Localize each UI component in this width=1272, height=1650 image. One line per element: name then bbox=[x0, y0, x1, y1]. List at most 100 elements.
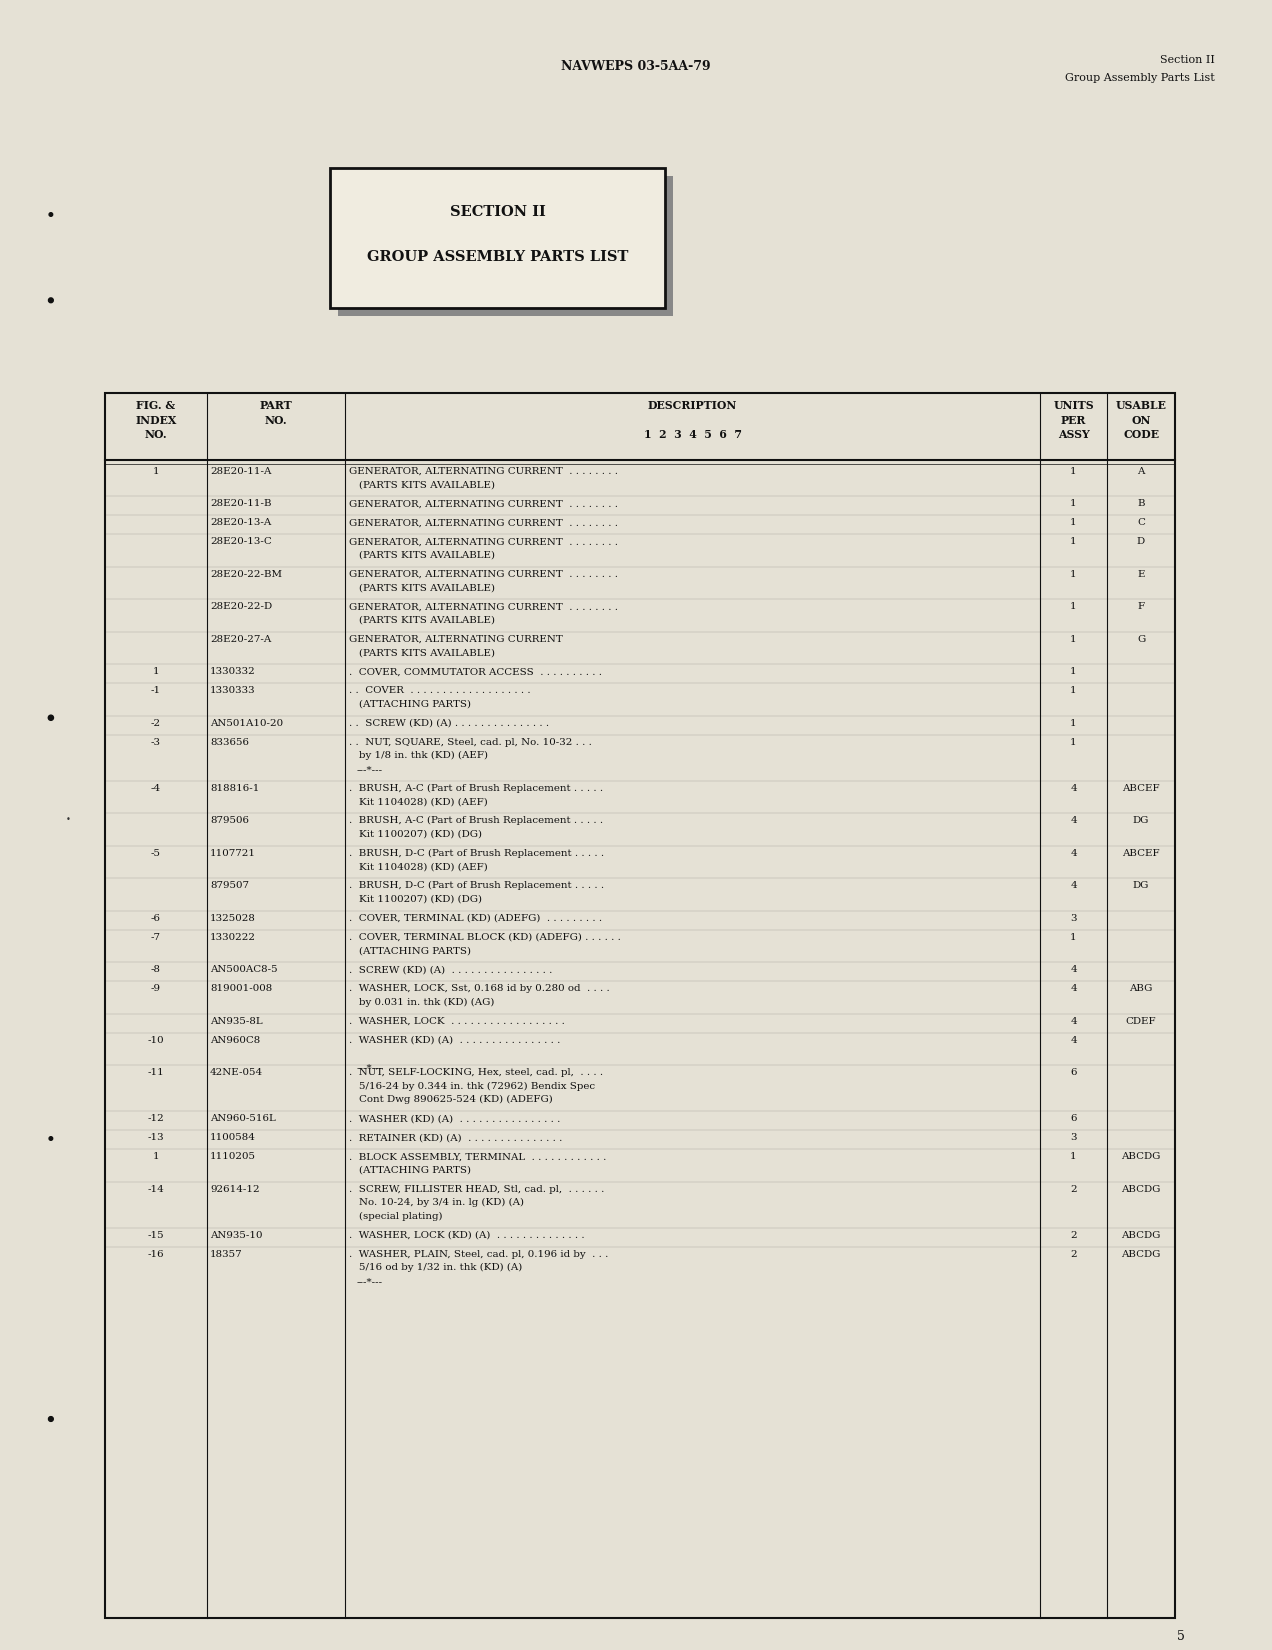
Text: AN960C8: AN960C8 bbox=[210, 1036, 261, 1044]
Text: G: G bbox=[1137, 635, 1145, 644]
Text: ---*---: ---*--- bbox=[357, 1063, 383, 1073]
Text: -1: -1 bbox=[151, 686, 162, 695]
Text: GENERATOR, ALTERNATING CURRENT  . . . . . . . .: GENERATOR, ALTERNATING CURRENT . . . . .… bbox=[349, 569, 618, 579]
Text: .  BRUSH, D-C (Part of Brush Replacement . . . . .: . BRUSH, D-C (Part of Brush Replacement … bbox=[349, 848, 604, 858]
Text: (PARTS KITS AVAILABLE): (PARTS KITS AVAILABLE) bbox=[359, 615, 495, 625]
Text: 6: 6 bbox=[1070, 1068, 1077, 1077]
Text: •: • bbox=[66, 815, 70, 825]
Text: 1: 1 bbox=[1070, 719, 1077, 728]
Text: DG: DG bbox=[1133, 817, 1149, 825]
Text: 3: 3 bbox=[1070, 1134, 1077, 1142]
Text: 1: 1 bbox=[1070, 518, 1077, 528]
Text: -7: -7 bbox=[151, 932, 162, 942]
Text: ABCEF: ABCEF bbox=[1122, 784, 1160, 792]
Text: -5: -5 bbox=[151, 848, 162, 858]
Text: 1: 1 bbox=[1070, 569, 1077, 579]
Text: 1330333: 1330333 bbox=[210, 686, 256, 695]
Text: ABCDG: ABCDG bbox=[1122, 1152, 1160, 1162]
Text: Kit 1100207) (KD) (DG): Kit 1100207) (KD) (DG) bbox=[359, 830, 482, 838]
Text: 1: 1 bbox=[1070, 1152, 1077, 1162]
Text: CDEF: CDEF bbox=[1126, 1016, 1156, 1026]
Text: .  WASHER, PLAIN, Steel, cad. pl, 0.196 id by  . . .: . WASHER, PLAIN, Steel, cad. pl, 0.196 i… bbox=[349, 1249, 608, 1259]
Text: 4: 4 bbox=[1070, 817, 1077, 825]
Text: -16: -16 bbox=[148, 1249, 164, 1259]
Text: (ATTACHING PARTS): (ATTACHING PARTS) bbox=[359, 700, 471, 710]
Text: -11: -11 bbox=[148, 1068, 164, 1077]
Text: AN501A10-20: AN501A10-20 bbox=[210, 719, 284, 728]
Text: Kit 1100207) (KD) (DG): Kit 1100207) (KD) (DG) bbox=[359, 894, 482, 904]
Text: DG: DG bbox=[1133, 881, 1149, 891]
Text: .  COVER, TERMINAL (KD) (ADEFG)  . . . . . . . . .: . COVER, TERMINAL (KD) (ADEFG) . . . . .… bbox=[349, 914, 602, 922]
Text: . .  SCREW (KD) (A) . . . . . . . . . . . . . . .: . . SCREW (KD) (A) . . . . . . . . . . .… bbox=[349, 719, 550, 728]
Circle shape bbox=[50, 213, 52, 216]
Bar bbox=[338, 177, 673, 317]
Text: ON: ON bbox=[1131, 414, 1151, 426]
Text: 3: 3 bbox=[1070, 914, 1077, 922]
Text: ABCDG: ABCDG bbox=[1122, 1249, 1160, 1259]
Text: GENERATOR, ALTERNATING CURRENT: GENERATOR, ALTERNATING CURRENT bbox=[349, 635, 562, 644]
Text: Kit 1104028) (KD) (AEF): Kit 1104028) (KD) (AEF) bbox=[359, 863, 487, 871]
Text: 1: 1 bbox=[153, 467, 159, 475]
Text: GENERATOR, ALTERNATING CURRENT  . . . . . . . .: GENERATOR, ALTERNATING CURRENT . . . . .… bbox=[349, 538, 618, 546]
Text: .  WASHER, LOCK (KD) (A)  . . . . . . . . . . . . . .: . WASHER, LOCK (KD) (A) . . . . . . . . … bbox=[349, 1231, 585, 1239]
Text: 1: 1 bbox=[153, 1152, 159, 1162]
Text: C: C bbox=[1137, 518, 1145, 528]
Text: 1: 1 bbox=[1070, 635, 1077, 644]
Text: .  WASHER, LOCK  . . . . . . . . . . . . . . . . . .: . WASHER, LOCK . . . . . . . . . . . . .… bbox=[349, 1016, 565, 1026]
Text: (PARTS KITS AVAILABLE): (PARTS KITS AVAILABLE) bbox=[359, 480, 495, 490]
Text: INDEX: INDEX bbox=[135, 414, 177, 426]
Text: -14: -14 bbox=[148, 1185, 164, 1193]
Text: GROUP ASSEMBLY PARTS LIST: GROUP ASSEMBLY PARTS LIST bbox=[366, 251, 628, 264]
Text: 833656: 833656 bbox=[210, 738, 249, 747]
Text: D: D bbox=[1137, 538, 1145, 546]
Text: ABCEF: ABCEF bbox=[1122, 848, 1160, 858]
Text: -6: -6 bbox=[151, 914, 162, 922]
Text: -12: -12 bbox=[148, 1114, 164, 1124]
Text: 1325028: 1325028 bbox=[210, 914, 256, 922]
Bar bbox=[329, 168, 665, 309]
Text: .  RETAINER (KD) (A)  . . . . . . . . . . . . . . .: . RETAINER (KD) (A) . . . . . . . . . . … bbox=[349, 1134, 562, 1142]
Text: .  NUT, SELF-LOCKING, Hex, steel, cad. pl,  . . . .: . NUT, SELF-LOCKING, Hex, steel, cad. pl… bbox=[349, 1068, 603, 1077]
Text: 1  2  3  4  5  6  7: 1 2 3 4 5 6 7 bbox=[644, 429, 742, 441]
Text: Kit 1104028) (KD) (AEF): Kit 1104028) (KD) (AEF) bbox=[359, 797, 487, 807]
Text: AN960-516L: AN960-516L bbox=[210, 1114, 276, 1124]
Text: B: B bbox=[1137, 500, 1145, 508]
Text: 879507: 879507 bbox=[210, 881, 249, 891]
Circle shape bbox=[48, 714, 53, 721]
Text: -2: -2 bbox=[151, 719, 162, 728]
Text: 1: 1 bbox=[1070, 500, 1077, 508]
Text: 1: 1 bbox=[1070, 602, 1077, 610]
Text: -9: -9 bbox=[151, 985, 162, 993]
Text: 5/16-24 by 0.344 in. thk (72962) Bendix Spec: 5/16-24 by 0.344 in. thk (72962) Bendix … bbox=[359, 1082, 595, 1091]
Text: 18357: 18357 bbox=[210, 1249, 243, 1259]
Text: 1: 1 bbox=[153, 667, 159, 676]
Text: 1: 1 bbox=[1070, 686, 1077, 695]
Circle shape bbox=[50, 1137, 52, 1140]
Text: 6: 6 bbox=[1070, 1114, 1077, 1124]
Text: 28E20-27-A: 28E20-27-A bbox=[210, 635, 271, 644]
Text: SECTION II: SECTION II bbox=[449, 205, 546, 219]
Text: 879506: 879506 bbox=[210, 817, 249, 825]
Text: (ATTACHING PARTS): (ATTACHING PARTS) bbox=[359, 1167, 471, 1175]
Text: 4: 4 bbox=[1070, 881, 1077, 891]
Text: -8: -8 bbox=[151, 965, 162, 973]
Text: 4: 4 bbox=[1070, 848, 1077, 858]
Text: (PARTS KITS AVAILABLE): (PARTS KITS AVAILABLE) bbox=[359, 648, 495, 657]
Text: by 1/8 in. thk (KD) (AEF): by 1/8 in. thk (KD) (AEF) bbox=[359, 751, 488, 761]
Text: ASSY: ASSY bbox=[1057, 429, 1089, 441]
Text: A: A bbox=[1137, 467, 1145, 475]
Text: GENERATOR, ALTERNATING CURRENT  . . . . . . . .: GENERATOR, ALTERNATING CURRENT . . . . .… bbox=[349, 467, 618, 475]
Text: .  WASHER (KD) (A)  . . . . . . . . . . . . . . . .: . WASHER (KD) (A) . . . . . . . . . . . … bbox=[349, 1036, 561, 1044]
Text: 92614-12: 92614-12 bbox=[210, 1185, 259, 1193]
Text: .  SCREW, FILLISTER HEAD, Stl, cad. pl,  . . . . . .: . SCREW, FILLISTER HEAD, Stl, cad. pl, .… bbox=[349, 1185, 604, 1193]
Text: .  WASHER (KD) (A)  . . . . . . . . . . . . . . . .: . WASHER (KD) (A) . . . . . . . . . . . … bbox=[349, 1114, 561, 1124]
Text: Group Assembly Parts List: Group Assembly Parts List bbox=[1065, 73, 1215, 82]
Text: 1: 1 bbox=[1070, 467, 1077, 475]
Text: 1330332: 1330332 bbox=[210, 667, 256, 676]
Text: ABCDG: ABCDG bbox=[1122, 1231, 1160, 1239]
Text: (ATTACHING PARTS): (ATTACHING PARTS) bbox=[359, 945, 471, 955]
Text: Section II: Section II bbox=[1160, 54, 1215, 64]
Text: ---*---: ---*--- bbox=[357, 764, 383, 774]
Text: 1: 1 bbox=[1070, 538, 1077, 546]
Text: .  BLOCK ASSEMBLY, TERMINAL  . . . . . . . . . . . .: . BLOCK ASSEMBLY, TERMINAL . . . . . . .… bbox=[349, 1152, 607, 1162]
